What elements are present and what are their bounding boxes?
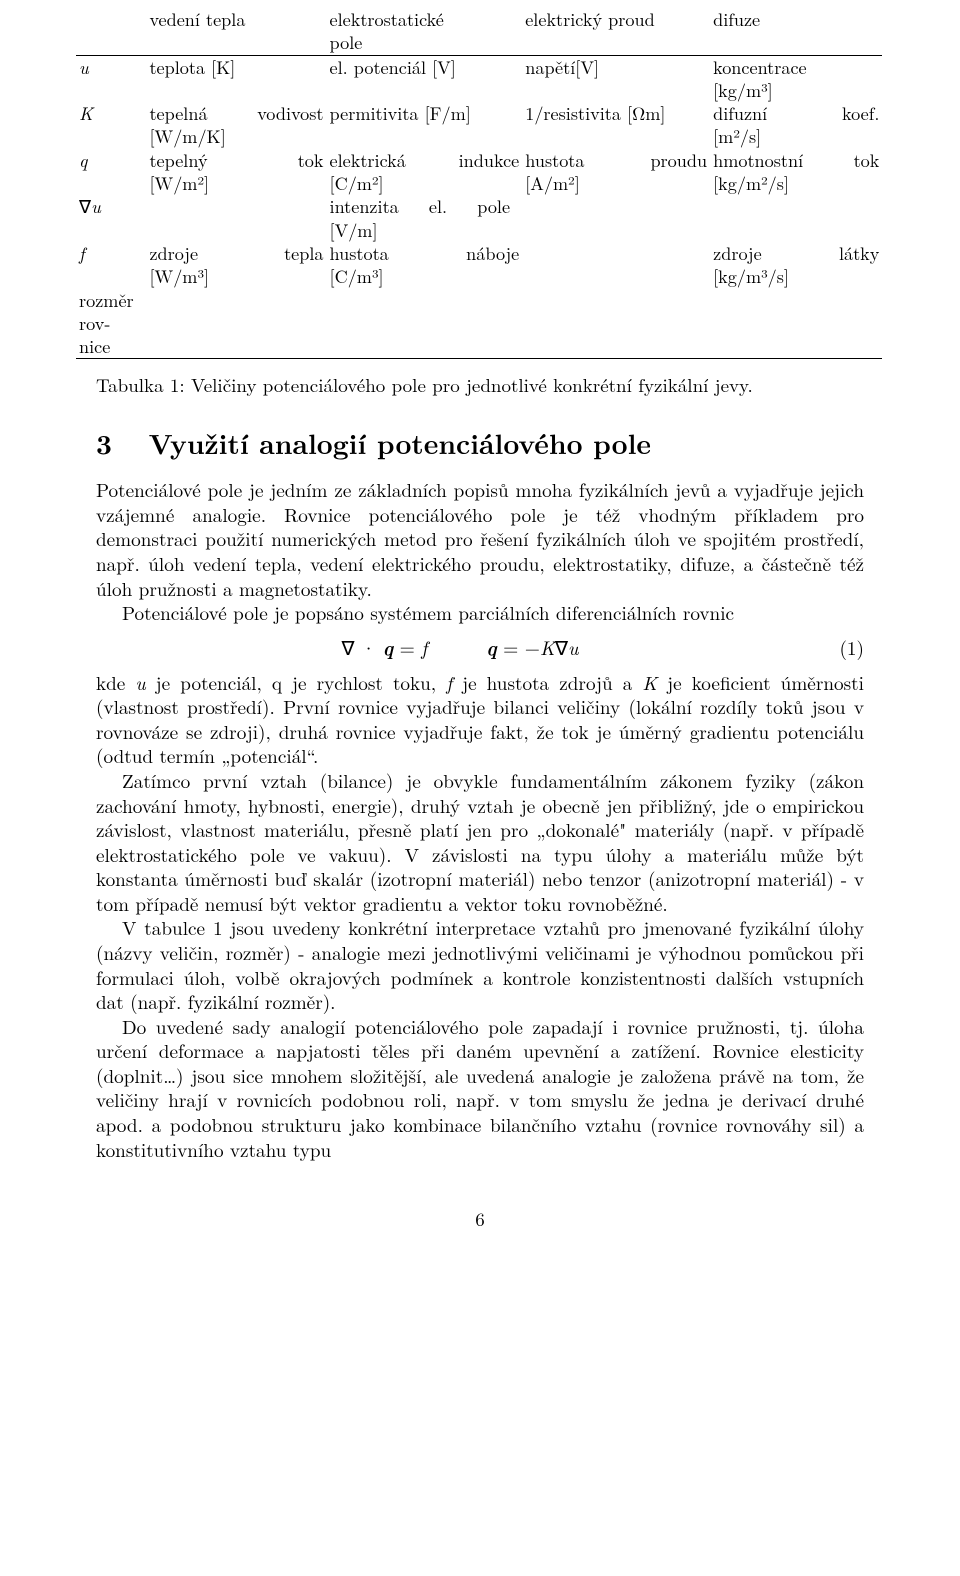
row-f-diff: zdroje látky [kg/m³/s] [710,242,882,289]
paragraph: Do uvedené sady analogií potenciálového … [96,1014,864,1161]
equation-1: ∇ · q = f q = −K∇u (1) [96,635,864,660]
page-number: 6 [96,1207,864,1231]
row-u-elstat: el. potenciál [V] [327,55,523,102]
table-row: ∇u intenzita el. pole [V/m] [76,195,882,242]
row-K-heat: tepelná vodivost [W/m/K] [146,102,326,149]
row-f-sym: f [76,242,146,289]
table-caption: Tabulka 1: Veličiny potenciálového pole … [96,373,864,397]
row-gradu-elstat: intenzita el. pole [V/m] [327,195,523,242]
row-K-current: 1/resistivita [Ωm] [522,102,710,149]
paragraph: kde u je potenciál, q je rychlost toku, … [96,670,864,768]
row-q-elstat: elektrická indukce [C/m²] [327,149,523,196]
paragraph: Potenciálové pole je popsáno systémem pa… [96,600,864,625]
table-row: u teplota [K] el. potenciál [V] napětí[V… [76,55,882,102]
equation-number: (1) [824,635,864,660]
row-f-heat: zdroje tepla [W/m³] [146,242,326,289]
table-row: q tepelný tok [W/m²] elektrická indukce … [76,149,882,196]
section-title: Využití analogií potenciálového pole [149,424,651,463]
row-K-elstat: permitivita [F/m] [327,102,523,149]
row-K-diff: difuzní koef. [m²/s] [710,102,882,149]
quantities-table: vedení tepla elektrostatické pole elektr… [96,8,864,359]
row-K-sym: K [76,102,146,149]
paragraph: Potenciálové pole je jedním ze základníc… [96,477,864,600]
equation-body: ∇ · q = f q = −K∇u [96,635,824,660]
th-diffusion: difuze [710,8,882,55]
table-header-row: vedení tepla elektrostatické pole elektr… [76,8,882,55]
section-heading: 3 Využití analogií potenciálového pole [96,426,864,461]
row-gradu-sym: ∇u [76,195,146,242]
table-row: K tepelná vodivost [W/m/K] permitivita [… [76,102,882,149]
table-row: f zdroje tepla [W/m³] hustota náboje [C/… [76,242,882,289]
row-dim-sym: rozměr rov- nice [76,289,146,359]
th-heat: vedení tepla [146,8,326,55]
row-q-diff: hmotnostní tok [kg/m²/s] [710,149,882,196]
th-current: elektrický proud [522,8,710,55]
row-q-heat: tepelný tok [W/m²] [146,149,326,196]
section-number: 3 [96,426,138,461]
paragraph: Zatímco první vztah (bilance) je obvykle… [96,768,864,915]
row-u-current: napětí[V] [522,55,710,102]
row-u-sym: u [76,55,146,102]
row-f-elstat: hustota náboje [C/m³] [327,242,523,289]
paragraph: V tabulce 1 jsou uvedeny konkrétní inter… [96,915,864,1013]
th-electrostatic: elektrostatické pole [327,8,523,55]
table-row: rozměr rov- nice [76,289,882,359]
row-q-current: hustota proudu [A/m²] [522,149,710,196]
row-q-sym: q [76,149,146,196]
row-u-diff: koncentrace [kg/m³] [710,55,882,102]
row-u-heat: teplota [K] [146,55,326,102]
